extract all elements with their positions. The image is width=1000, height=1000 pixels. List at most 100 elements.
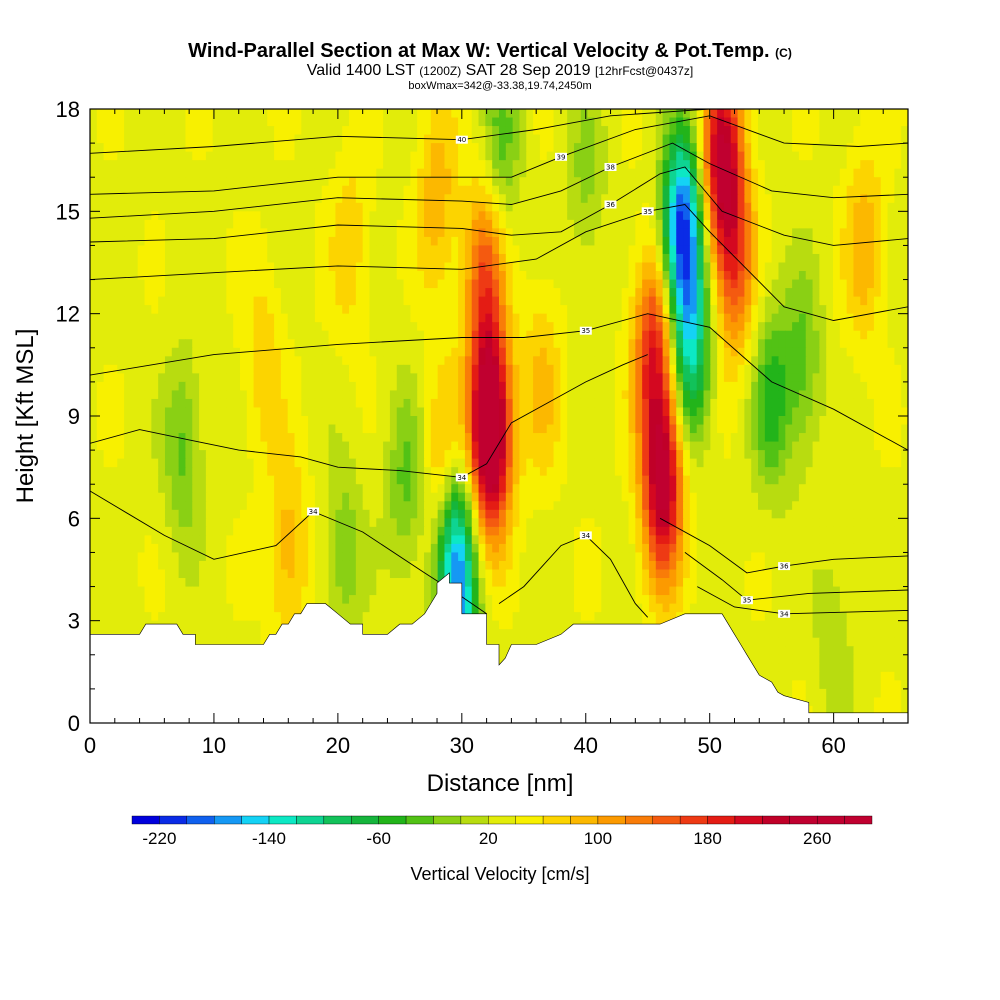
w-cell [205,271,214,281]
w-cell [212,441,221,451]
w-cell [124,143,132,153]
w-cell [205,322,214,332]
w-cell [253,177,262,187]
w-cell [519,356,527,366]
w-cell [137,296,146,306]
w-cell [880,305,889,315]
w-cell [573,219,582,229]
w-cell [308,390,316,400]
w-cell [539,364,548,374]
w-cell [751,398,759,409]
w-cell [492,253,500,264]
w-cell [192,160,200,170]
w-cell [860,126,868,136]
w-cell [464,339,473,349]
w-cell [253,441,262,451]
w-cell [839,219,848,229]
w-cell [437,168,446,178]
w-cell [212,305,221,315]
w-cell [567,398,575,409]
w-cell [526,356,534,366]
w-cell [594,143,602,153]
w-cell [880,168,889,178]
w-cell [580,373,589,383]
w-cell [826,356,834,366]
w-cell [410,202,418,212]
w-cell [880,288,889,298]
w-cell [178,202,187,212]
w-cell [642,364,650,374]
w-cell [703,381,711,392]
w-cell [758,211,766,221]
w-cell [669,398,677,409]
w-cell [580,364,589,374]
w-cell [526,322,534,332]
w-cell [539,288,548,298]
w-cell [274,416,282,426]
w-cell [901,236,908,247]
w-cell [239,441,248,451]
w-cell [689,313,698,323]
w-cell [880,109,889,119]
w-cell [621,202,630,212]
w-cell [403,279,411,289]
w-cell [505,151,514,161]
w-cell [383,398,391,409]
w-cell [294,262,302,272]
w-cell [90,381,98,392]
w-cell [451,416,459,426]
w-cell [164,433,173,443]
w-cell [533,433,541,443]
w-cell [274,245,282,255]
w-cell [253,117,262,127]
w-cell [308,279,316,289]
w-cell [642,262,650,272]
w-cell [676,330,684,340]
w-cell [635,236,643,247]
w-cell [287,288,296,298]
w-cell [117,185,125,195]
w-cell [464,143,473,153]
w-cell [526,347,534,357]
w-cell [744,185,752,195]
w-cell [246,228,255,238]
w-cell [785,143,793,153]
w-cell [499,262,507,272]
w-cell [703,168,711,178]
w-cell [887,322,895,332]
w-cell [744,245,752,255]
w-cell [505,313,514,323]
w-cell [901,151,908,161]
w-cell [342,398,350,409]
w-cell [689,339,698,349]
w-cell [744,450,752,460]
w-cell [239,279,248,289]
w-cell [158,390,166,400]
w-cell [185,398,193,409]
w-cell [771,313,780,323]
w-cell [819,211,827,221]
w-cell [901,279,908,289]
w-cell [683,330,691,340]
w-cell [853,262,861,272]
w-cell [887,185,895,195]
w-cell [812,339,820,349]
w-cell [124,117,132,127]
w-cell [751,126,759,136]
w-cell [464,330,473,340]
w-cell [880,194,889,204]
w-cell [335,185,343,195]
w-cell [117,134,125,144]
w-cell [151,151,159,161]
w-cell [430,322,439,332]
w-cell [587,364,596,374]
w-cell [717,450,725,460]
w-cell [171,160,180,170]
w-cell [205,134,214,144]
w-cell [164,356,173,366]
w-cell [792,126,800,136]
w-cell [655,339,664,349]
w-cell [328,151,336,161]
w-cell [587,160,596,170]
w-cell [158,288,166,298]
